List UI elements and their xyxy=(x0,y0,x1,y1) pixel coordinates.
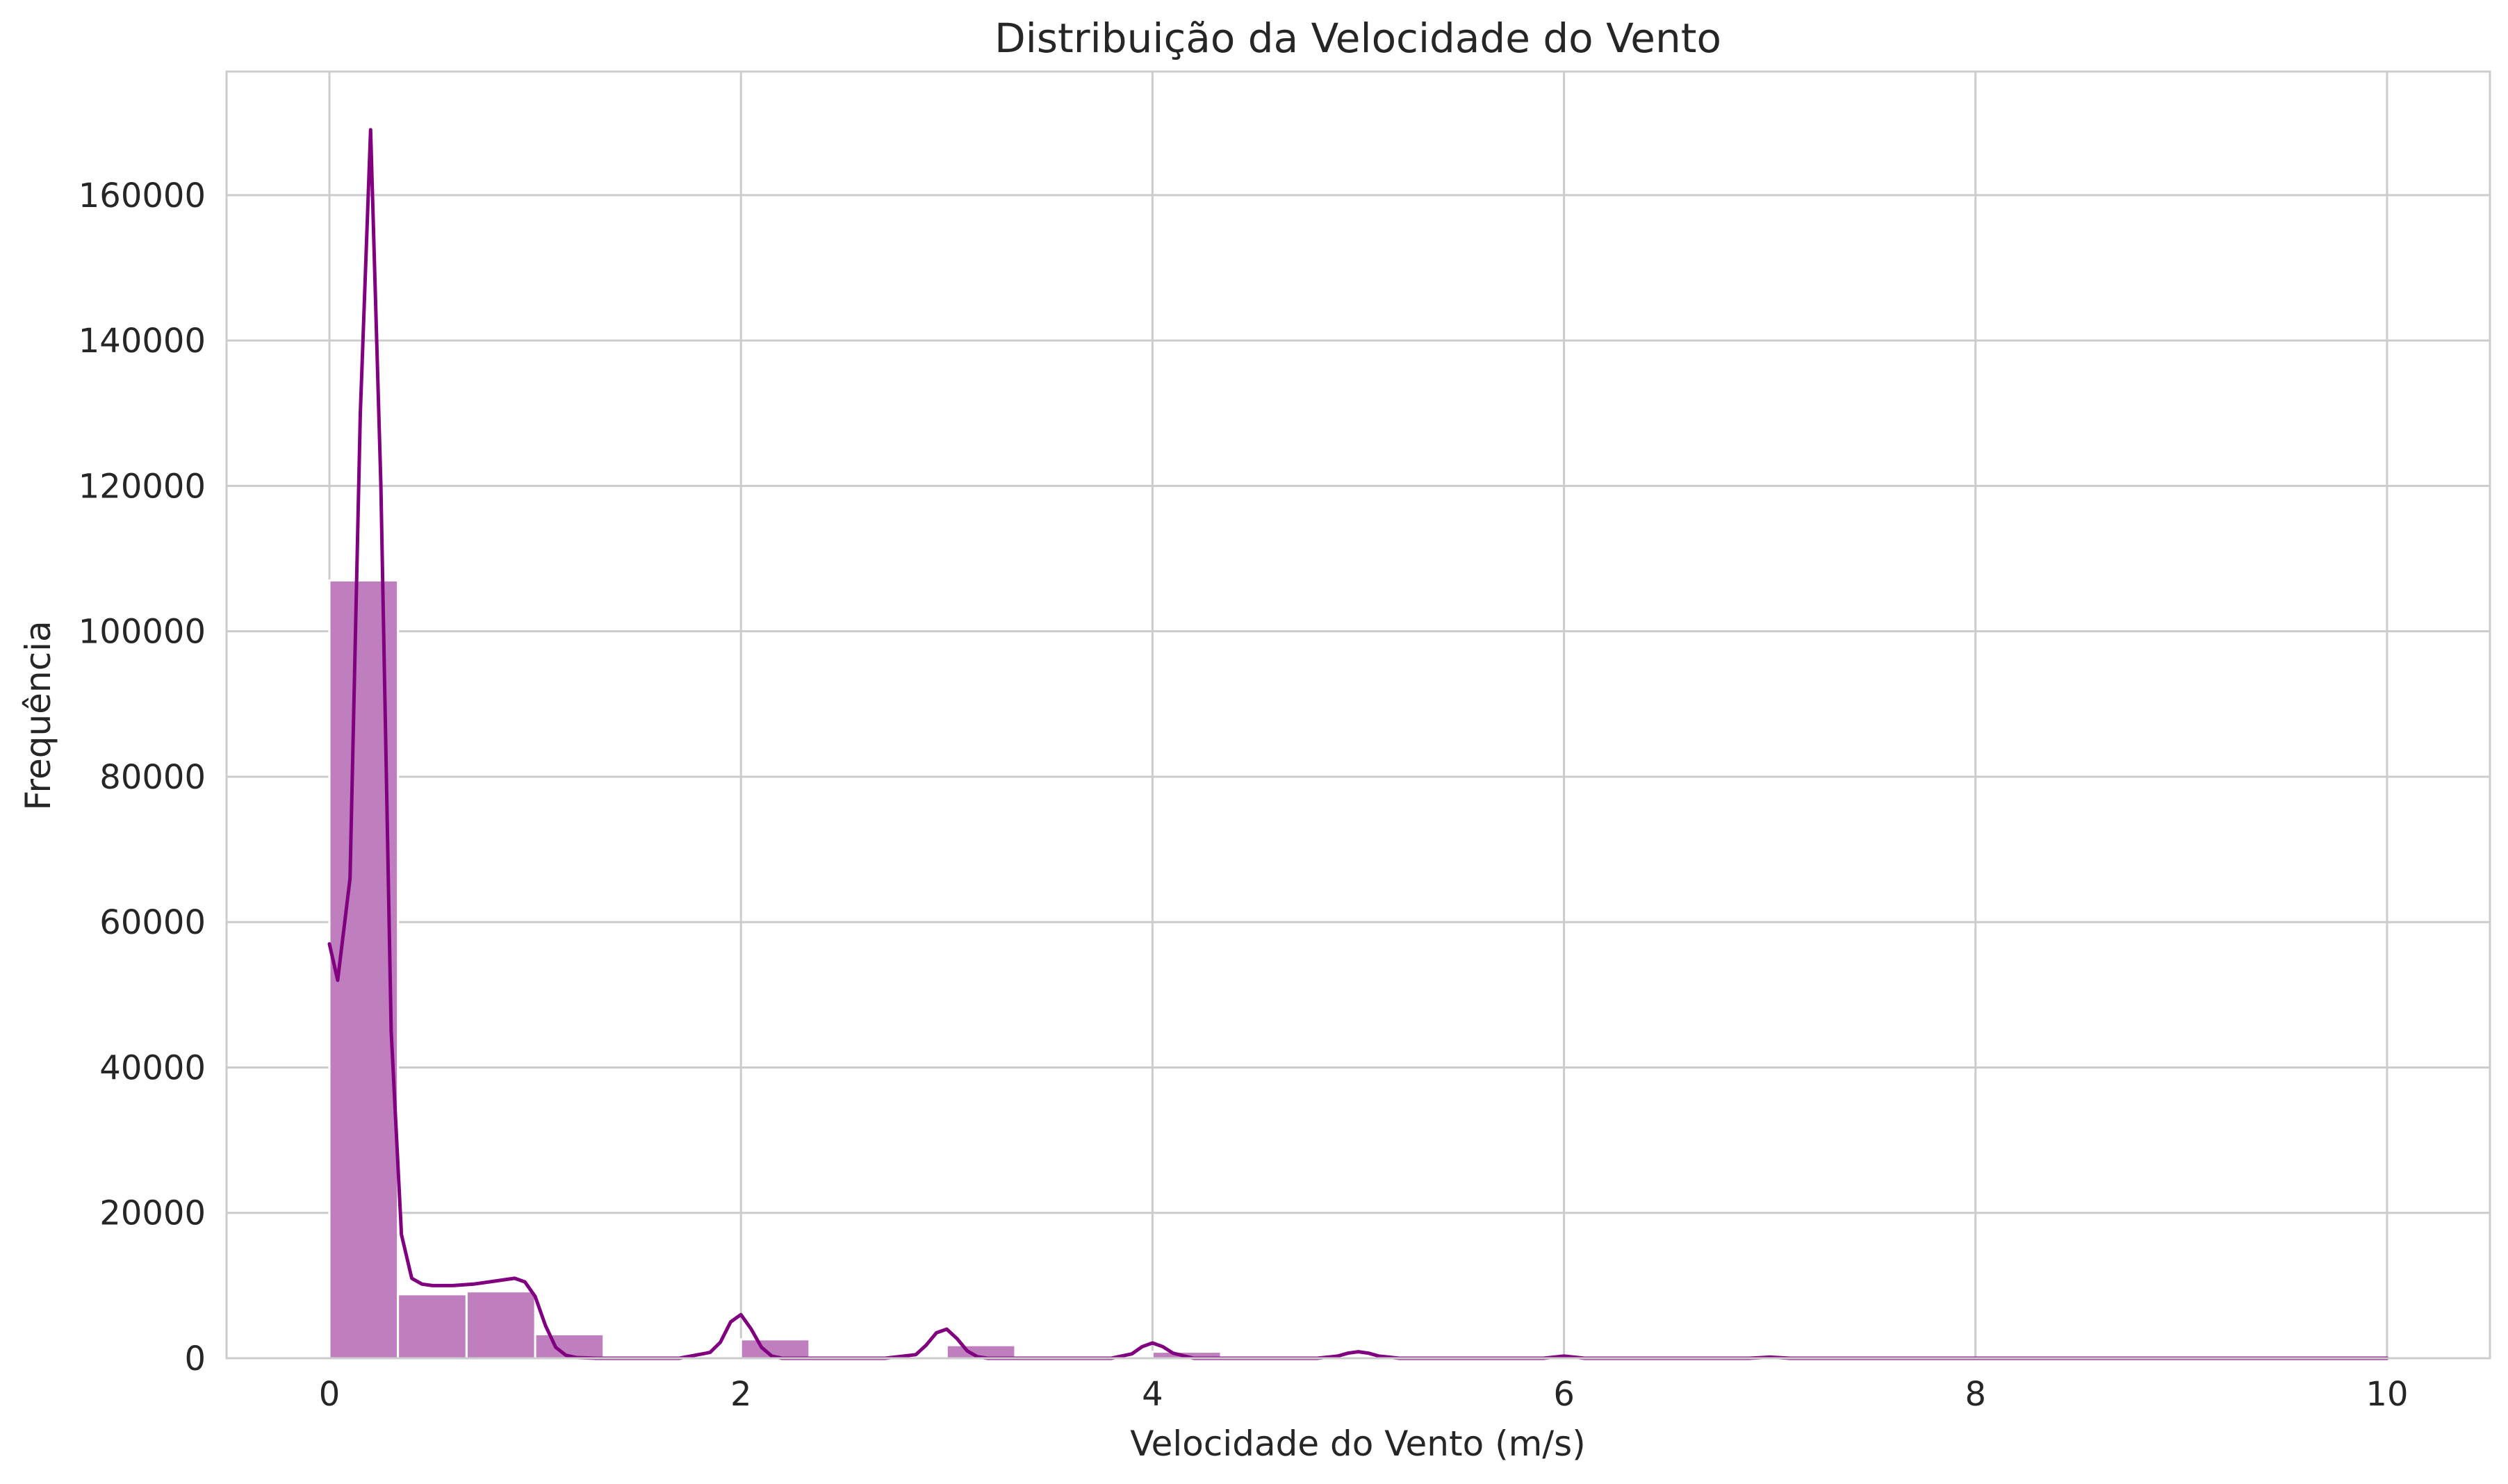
y-tick-label: 100000 xyxy=(79,613,206,652)
y-tick-label: 20000 xyxy=(99,1194,206,1233)
grid-lines xyxy=(227,72,2490,1360)
histogram-bar xyxy=(534,1333,605,1360)
x-tick-label: 2 xyxy=(730,1375,752,1414)
x-tick-label: 8 xyxy=(1965,1375,1986,1414)
x-tick-label: 10 xyxy=(2366,1375,2408,1414)
plot-frame xyxy=(225,70,2491,1360)
y-tick-label: 140000 xyxy=(79,322,206,361)
y-axis-ticks: 0 20000 40000 60000 80000 100000 120000 140000 1… xyxy=(79,176,206,1378)
y-tick-label: 80000 xyxy=(99,758,206,797)
x-tick-label: 6 xyxy=(1553,1375,1575,1414)
y-tick-label: 0 xyxy=(184,1339,206,1378)
x-tick-label: 0 xyxy=(319,1375,341,1414)
x-axis-ticks: 0 2 4 6 8 10 xyxy=(319,1375,2409,1414)
y-tick-label: 60000 xyxy=(99,903,206,942)
histogram-bar xyxy=(397,1293,468,1360)
y-tick-label: 40000 xyxy=(99,1048,206,1087)
x-axis-label: Velocidade do Vento (m/s) xyxy=(1130,1424,1585,1464)
x-tick-label: 4 xyxy=(1142,1375,1163,1414)
y-tick-label: 160000 xyxy=(79,176,206,215)
histogram-bar xyxy=(466,1290,536,1360)
chart-title: Distribuição da Velocidade do Vento xyxy=(994,15,1721,62)
y-axis-label: Frequência xyxy=(18,620,58,810)
y-tick-label: 120000 xyxy=(79,467,206,506)
